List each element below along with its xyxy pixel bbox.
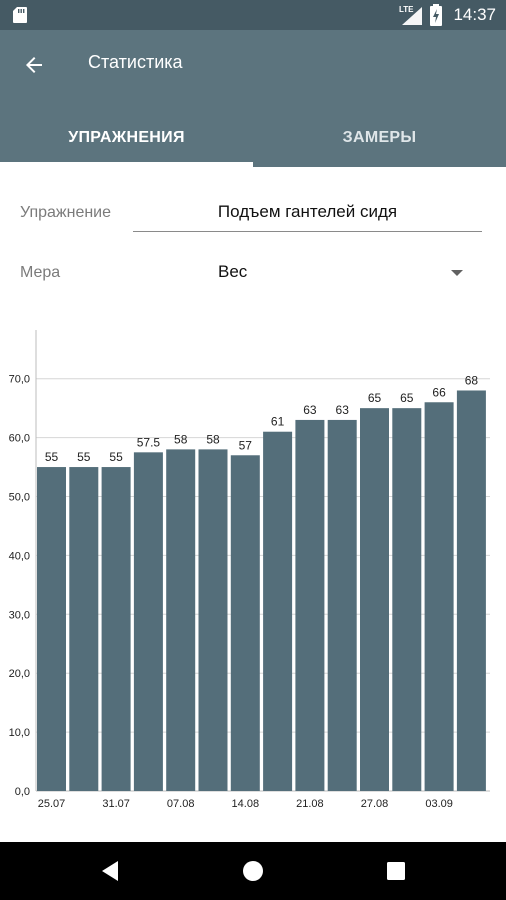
x-tick-label: 07.08 xyxy=(167,798,195,810)
bar-value-label: 57.5 xyxy=(137,435,161,449)
bar-value-label: 61 xyxy=(271,415,285,429)
exercise-label: Упражнение xyxy=(20,204,112,221)
bar-value-label: 68 xyxy=(465,373,479,387)
bar-value-label: 63 xyxy=(303,403,317,417)
bar-value-label: 66 xyxy=(432,385,446,399)
exercise-row: Упражнение Подъем гантелей сидя xyxy=(0,198,506,238)
bar xyxy=(424,402,454,791)
weight-bar-chart: 0,0 10,0 20,0 30,0 40,0 50,0 60,0 70,0 55 25.07 55… xyxy=(9,330,490,810)
x-tick-label: 31.07 xyxy=(102,798,130,810)
bar xyxy=(69,467,99,791)
arrow-back-icon xyxy=(26,57,42,73)
bar-value-label: 65 xyxy=(400,391,414,405)
x-tick-label: 14.08 xyxy=(232,798,260,810)
tab-bar: УПРАЖНЕНИЯ ЗАМЕРЫ xyxy=(0,108,506,167)
bar-value-label: 58 xyxy=(174,432,188,446)
measure-value: Вес xyxy=(218,262,248,281)
status-time: 14:37 xyxy=(453,5,496,24)
x-tick-label: 27.08 xyxy=(361,798,389,810)
bar xyxy=(37,467,66,791)
bar-value-label: 55 xyxy=(45,450,59,464)
tab-exercises-label: УПРАЖНЕНИЯ xyxy=(68,128,185,146)
bar xyxy=(327,419,357,791)
bar-value-label: 58 xyxy=(206,432,220,446)
tab-indicator xyxy=(0,162,253,167)
back-triangle-icon[interactable] xyxy=(96,856,126,886)
bar-value-label: 55 xyxy=(109,450,123,464)
bar xyxy=(198,449,228,791)
bar xyxy=(166,449,196,791)
bar xyxy=(456,390,486,791)
app-bar: Статистика УПРАЖНЕНИЯ ЗАМЕРЫ xyxy=(0,30,506,167)
bar-value-label: 63 xyxy=(336,403,350,417)
bar xyxy=(392,408,422,791)
sd-card-icon xyxy=(13,7,27,23)
lte-label: LTE xyxy=(399,5,414,14)
y-tick-label: 40,0 xyxy=(9,550,30,562)
navigation-bar xyxy=(0,842,506,900)
bar xyxy=(263,431,293,791)
back-button[interactable] xyxy=(14,48,54,82)
y-tick-label: 20,0 xyxy=(9,668,30,680)
bar xyxy=(133,452,163,791)
bar-value-label: 57 xyxy=(239,438,253,452)
page-title: Статистика xyxy=(88,52,183,72)
bar xyxy=(295,419,325,791)
measure-label: Мера xyxy=(20,264,61,281)
status-bar: LTE 14:37 xyxy=(0,0,506,30)
x-tick-label: 25.07 xyxy=(38,798,66,810)
home-circle-icon[interactable] xyxy=(238,856,268,886)
tab-exercises[interactable]: УПРАЖНЕНИЯ xyxy=(0,108,253,167)
x-tick-label: 21.08 xyxy=(296,798,324,810)
dropdown-arrow-icon xyxy=(451,270,463,276)
bar-value-label: 55 xyxy=(77,450,91,464)
x-tick-label: 03.09 xyxy=(425,798,453,810)
y-tick-label: 0,0 xyxy=(15,786,30,798)
recents-square-icon[interactable] xyxy=(381,856,411,886)
battery-charging-icon xyxy=(430,4,443,26)
y-tick-label: 60,0 xyxy=(9,433,30,445)
bar xyxy=(360,408,389,791)
measure-dropdown[interactable]: Вес xyxy=(218,260,480,290)
bar-value-label: 65 xyxy=(368,391,382,405)
y-tick-label: 30,0 xyxy=(9,609,30,621)
y-tick-label: 10,0 xyxy=(9,727,30,739)
y-tick-label: 70,0 xyxy=(9,374,30,386)
bar xyxy=(230,455,260,791)
exercise-field[interactable]: Подъем гантелей сидя xyxy=(133,198,482,232)
tab-measurements[interactable]: ЗАМЕРЫ xyxy=(253,108,506,167)
measure-row: Мера Вес xyxy=(0,260,506,296)
y-tick-label: 50,0 xyxy=(9,492,30,504)
bar xyxy=(101,467,131,791)
lte-signal-icon: LTE xyxy=(399,5,423,25)
tab-measurements-label: ЗАМЕРЫ xyxy=(342,128,417,146)
